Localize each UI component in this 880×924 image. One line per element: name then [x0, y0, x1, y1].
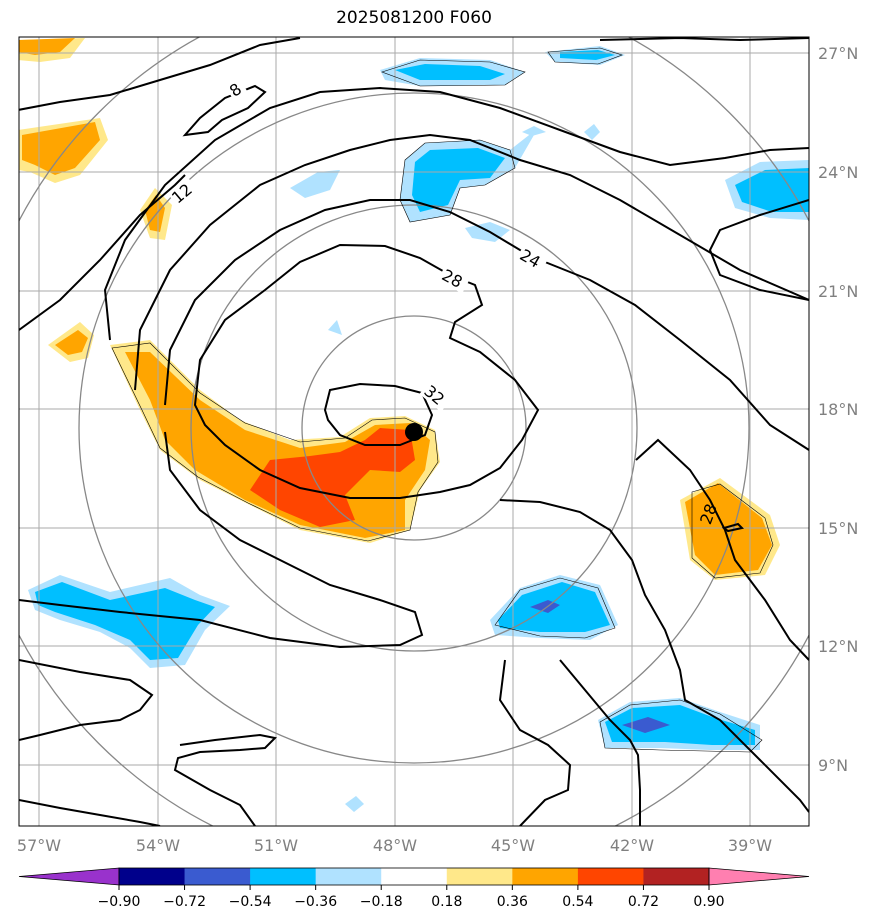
colorbar-segment — [184, 868, 251, 885]
map-title: 2025081200 F060 — [336, 8, 492, 28]
contour-lines — [19, 37, 809, 826]
colorbar-tick-label: 0.90 — [693, 894, 724, 910]
colorbar-tick-label: 0.36 — [497, 894, 528, 910]
lon-label: 42°W — [610, 836, 654, 855]
colorbar-tick-label: −0.72 — [163, 894, 206, 910]
lat-label: 24°N — [818, 163, 858, 182]
lon-label: 57°W — [17, 836, 61, 855]
latitude-axis: 27°N 24°N 21°N 18°N 15°N 12°N 9°N — [818, 44, 858, 775]
graticule — [19, 37, 809, 826]
lat-label: 15°N — [818, 519, 858, 538]
colorbar-tick-label: 0.18 — [431, 894, 462, 910]
shading-outlines — [111, 47, 774, 753]
colorbar-tick-label: −0.36 — [294, 894, 337, 910]
colorbar-tick-label: −0.18 — [360, 894, 403, 910]
longitude-axis: 57°W 54°W 51°W 48°W 45°W 42°W 39°W — [17, 836, 772, 855]
lat-label: 12°N — [818, 637, 858, 656]
lat-label: 9°N — [818, 756, 848, 775]
colorbar-segment — [446, 868, 513, 885]
colorbar-extend-high — [708, 867, 810, 886]
colorbar-tick-label: −0.90 — [98, 894, 141, 910]
range-rings — [19, 37, 809, 826]
lat-label: 21°N — [818, 282, 858, 301]
colorbar-segment — [119, 868, 186, 885]
lon-label: 48°W — [373, 836, 417, 855]
lon-label: 51°W — [254, 836, 298, 855]
colorbar-extend-low — [18, 867, 120, 886]
colorbar-segment — [315, 868, 382, 885]
map-plot-area — [19, 37, 809, 826]
map-frame — [18, 36, 810, 827]
colorbar-tick-label: −0.54 — [229, 894, 272, 910]
lat-label: 27°N — [818, 44, 858, 63]
storm-center-marker — [405, 423, 423, 441]
colorbar: −0.90 −0.72 −0.54 −0.36 −0.18 0.18 0.36 0.54 0.7… — [18, 867, 810, 910]
colorbar-tick-label: 0.54 — [562, 894, 593, 910]
colorbar-segment — [643, 868, 710, 885]
lon-label: 54°W — [136, 836, 180, 855]
colorbar-tick-label: 0.72 — [628, 894, 659, 910]
lon-label: 39°W — [728, 836, 772, 855]
colorbar-segment — [512, 868, 579, 885]
colorbar-segment — [250, 868, 317, 885]
lon-label: 45°W — [491, 836, 535, 855]
lat-label: 18°N — [818, 400, 858, 419]
colorbar-segment — [577, 868, 644, 885]
colorbar-segment — [381, 868, 448, 885]
colorbar-frame — [118, 867, 710, 886]
